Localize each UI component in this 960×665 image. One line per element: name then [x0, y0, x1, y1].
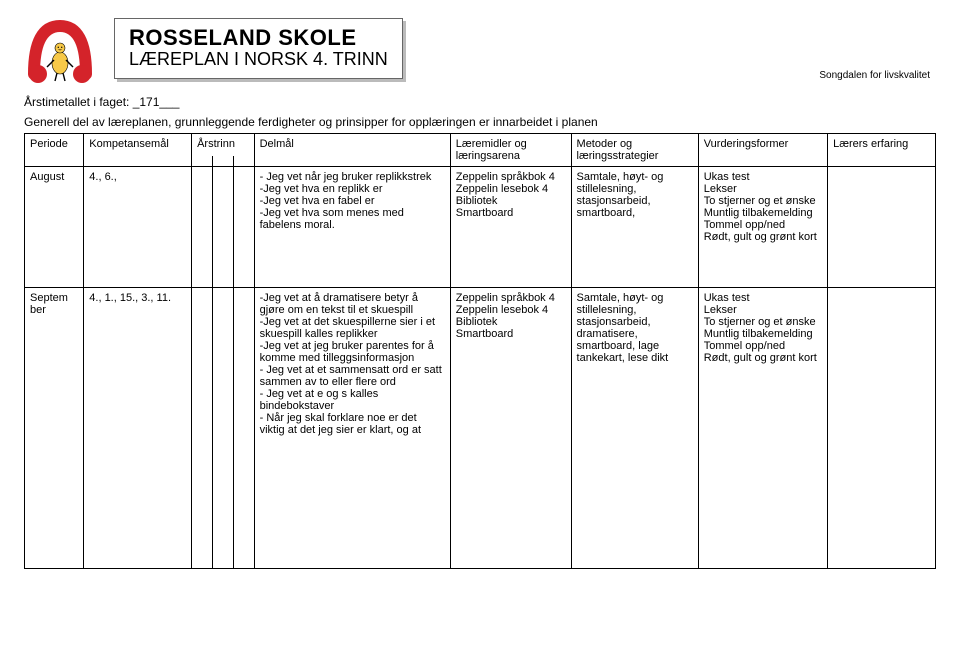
- general-note: Generell del av læreplanen, grunnleggend…: [24, 115, 936, 129]
- title-box: ROSSELAND SKOLE LÆREPLAN I NORSK 4. TRIN…: [114, 18, 403, 79]
- col-vurdering: Vurderingsformer: [698, 134, 827, 167]
- cell-delmaal: - Jeg vet når jeg bruker replikkstrek -J…: [254, 167, 450, 288]
- col-delmaal: Delmål: [254, 134, 450, 167]
- cell-metoder: Samtale, høyt- og stillelesning, stasjon…: [571, 288, 698, 569]
- hours-label: Årstimetallet i faget: _171___: [24, 95, 936, 109]
- cell-laeremidler: Zeppelin språkbok 4 Zeppelin lesebok 4 B…: [450, 167, 571, 288]
- cell-aarstrinn: [192, 167, 255, 288]
- title-sub: LÆREPLAN I NORSK 4. TRINN: [129, 49, 388, 70]
- cell-metoder: Samtale, høyt- og stillelesning, stasjon…: [571, 167, 698, 288]
- col-laeremidler: Læremidler og læringsarena: [450, 134, 571, 167]
- cell-erfaring: [828, 288, 936, 569]
- col-aarstrinn: Årstrinn: [192, 134, 255, 157]
- aarstrinn-split: [192, 156, 255, 167]
- cell-delmaal: -Jeg vet at å dramatisere betyr å gjøre …: [254, 288, 450, 569]
- school-logo: [24, 18, 96, 87]
- cell-periode: Septem ber: [25, 288, 84, 569]
- page-header: ROSSELAND SKOLE LÆREPLAN I NORSK 4. TRIN…: [24, 18, 936, 87]
- col-periode: Periode: [25, 134, 84, 167]
- cell-laeremidler: Zeppelin språkbok 4 Zeppelin lesebok 4 B…: [450, 288, 571, 569]
- tagline: Songdalen for livskvalitet: [819, 18, 936, 81]
- cell-kompetansemaal: 4., 6.,: [84, 167, 192, 288]
- cell-aarstrinn: [192, 288, 255, 569]
- cell-periode: August: [25, 167, 84, 288]
- table-row: August 4., 6., - Jeg vet når jeg bruker …: [25, 167, 936, 288]
- plan-table: Periode Kompetansemål Årstrinn Delmål Læ…: [24, 133, 936, 569]
- col-kompetansemaal: Kompetansemål: [84, 134, 192, 167]
- title-main: ROSSELAND SKOLE: [129, 25, 388, 51]
- table-row: Septem ber 4., 1., 15., 3., 11. -Jeg vet…: [25, 288, 936, 569]
- col-metoder: Metoder og læringsstrategier: [571, 134, 698, 167]
- header-row-1: Periode Kompetansemål Årstrinn Delmål Læ…: [25, 134, 936, 157]
- cell-kompetansemaal: 4., 1., 15., 3., 11.: [84, 288, 192, 569]
- cell-vurdering: Ukas test Lekser To stjerner og et ønske…: [698, 167, 827, 288]
- cell-vurdering: Ukas test Lekser To stjerner og et ønske…: [698, 288, 827, 569]
- plan-body: August 4., 6., - Jeg vet når jeg bruker …: [25, 167, 936, 569]
- col-erfaring: Lærers erfaring: [828, 134, 936, 167]
- cell-erfaring: [828, 167, 936, 288]
- intro-block: Årstimetallet i faget: _171___ Generell …: [24, 95, 936, 129]
